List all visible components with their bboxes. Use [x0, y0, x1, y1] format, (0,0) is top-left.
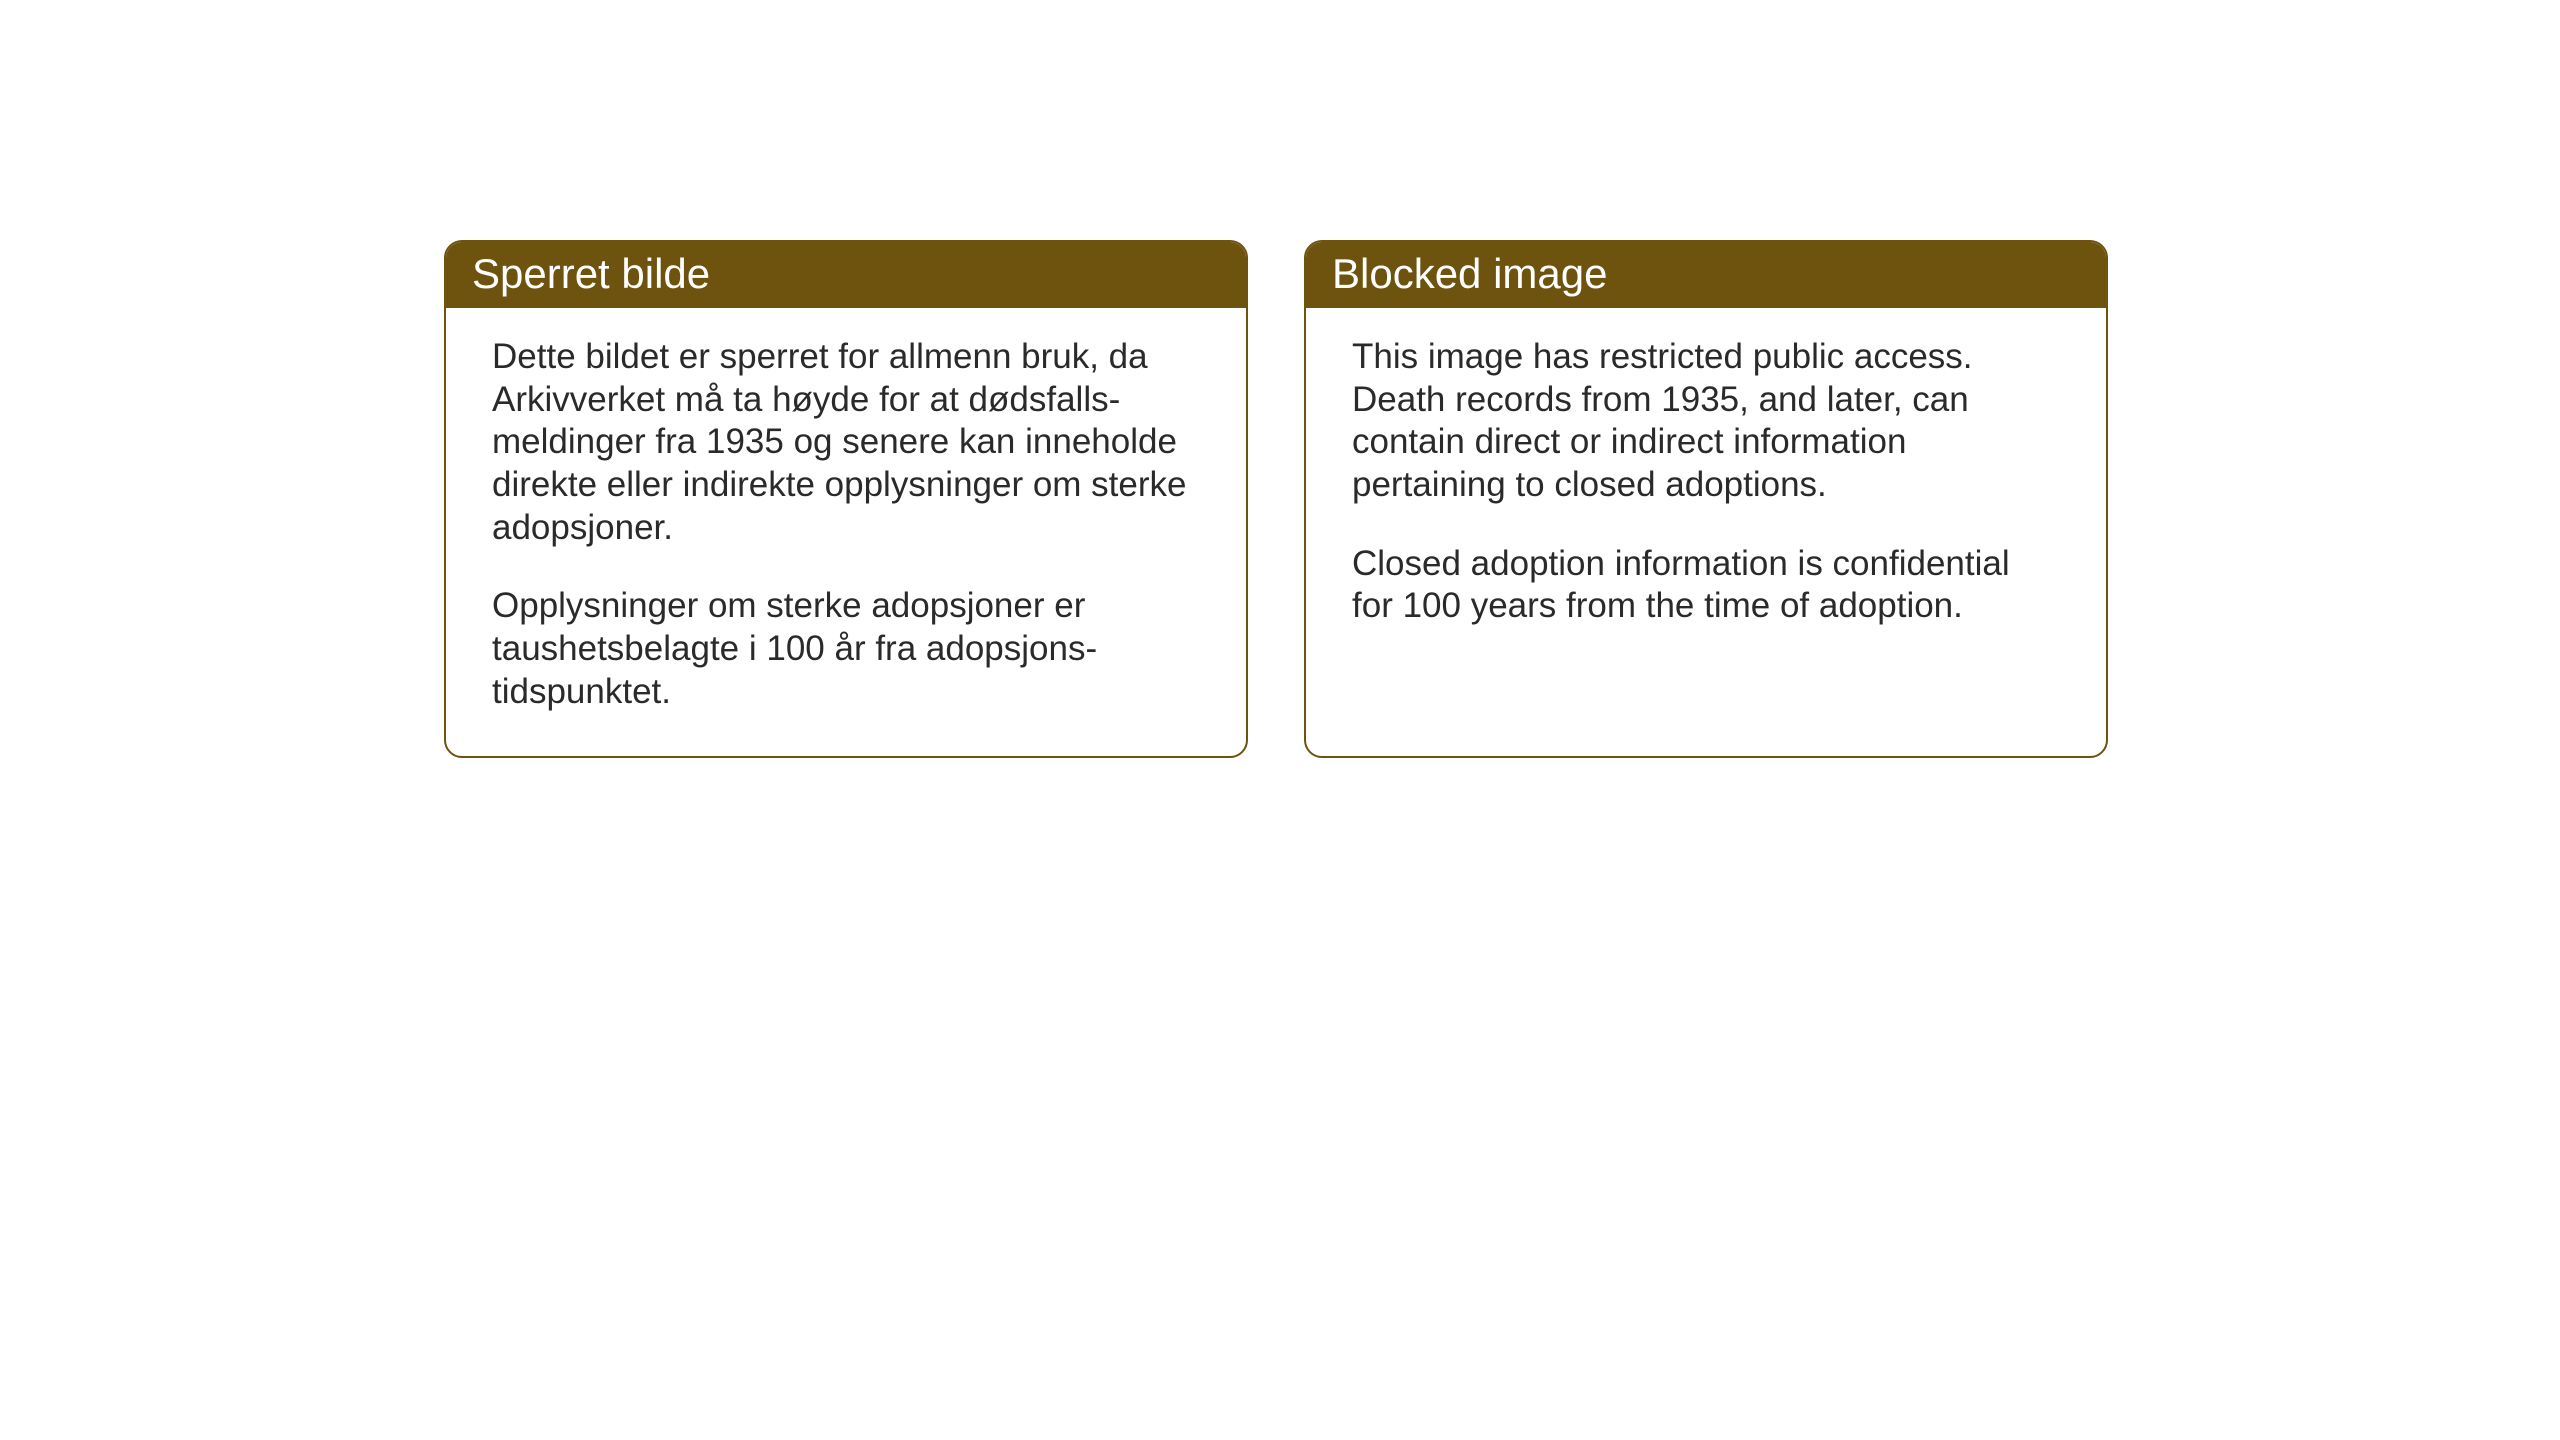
panels-container: Sperret bilde Dette bildet er sperret fo… [444, 240, 2108, 758]
panel-norwegian-paragraph-2: Opplysninger om sterke adopsjoner er tau… [492, 585, 1200, 713]
panel-english-body: This image has restricted public access.… [1306, 308, 2106, 748]
panel-english-paragraph-2: Closed adoption information is confident… [1352, 543, 2060, 628]
panel-english: Blocked image This image has restricted … [1304, 240, 2108, 758]
panel-norwegian-body: Dette bildet er sperret for allmenn bruk… [446, 308, 1246, 756]
panel-norwegian-header: Sperret bilde [446, 242, 1246, 308]
panel-english-header: Blocked image [1306, 242, 2106, 308]
panel-norwegian-paragraph-1: Dette bildet er sperret for allmenn bruk… [492, 336, 1200, 549]
panel-english-paragraph-1: This image has restricted public access.… [1352, 336, 2060, 507]
panel-norwegian: Sperret bilde Dette bildet er sperret fo… [444, 240, 1248, 758]
